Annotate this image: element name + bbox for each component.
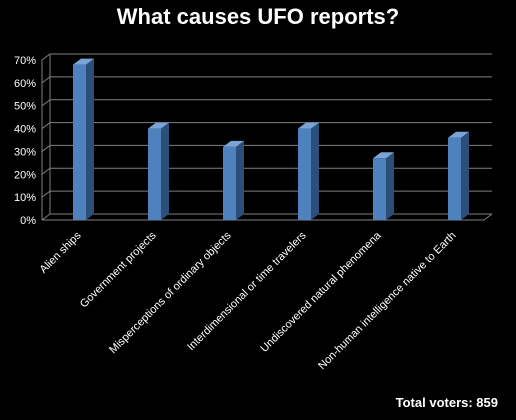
x-axis-diagonal (483, 213, 493, 221)
gridline-diagonal (41, 122, 51, 129)
gridline-diagonal (41, 99, 51, 107)
gridline-diagonal (41, 167, 51, 175)
bar (298, 122, 319, 220)
bar (373, 152, 394, 220)
bar-top (148, 122, 169, 129)
bar (223, 140, 244, 220)
bars-layer (73, 58, 469, 221)
bar-front (148, 128, 161, 220)
x-tick-label: Government projects (78, 229, 159, 310)
bar-side (461, 131, 469, 220)
bar-front (373, 158, 386, 220)
x-tick-label: Interdimensional or time travelers (185, 229, 309, 353)
bar (73, 58, 94, 221)
bar-front (298, 128, 311, 220)
gridline-diagonal (41, 145, 51, 152)
bar-top (223, 140, 244, 147)
total-voters-label: Total voters: 859 (395, 395, 498, 410)
y-tick-label: 10% (14, 192, 36, 204)
gridline-diagonal (41, 76, 51, 84)
bar-front (73, 64, 86, 220)
bar-front (448, 137, 461, 220)
grid-layer (41, 53, 493, 221)
bar-side (236, 140, 244, 220)
y-tick-label: 60% (14, 78, 36, 90)
y-tick-label: 70% (14, 55, 36, 67)
y-tick-label: 20% (14, 169, 36, 181)
gridline-diagonal (41, 213, 51, 221)
y-tick-label: 0% (20, 215, 36, 227)
gridline-diagonal (41, 53, 51, 61)
bar-top (73, 58, 94, 65)
bar-side (386, 152, 394, 220)
bar (448, 131, 469, 220)
bar-front (223, 146, 236, 220)
bar-top (448, 131, 469, 138)
x-tick-label: Undiscovered natural phenomena (258, 229, 384, 355)
x-tick-label: Non-human intelligence native to Earth (316, 230, 459, 373)
bar-side (311, 122, 319, 220)
chart-title: What causes UFO reports? (116, 4, 400, 29)
y-tick-label: 40% (14, 124, 36, 136)
bar-top (373, 152, 394, 159)
y-tick-label: 50% (14, 101, 36, 113)
gridline-diagonal (41, 190, 51, 198)
bar-side (161, 122, 169, 220)
y-tick-label: 30% (14, 146, 36, 158)
bar-side (86, 58, 94, 221)
bar (148, 122, 169, 220)
x-tick-label: Alien ships (38, 229, 84, 275)
x-tick-label: Misperceptions of ordinary objects (107, 229, 234, 356)
y-tick-labels: 0% 10% 20% 30% 40% 50% 60% 70% (14, 55, 36, 227)
bar-top (298, 122, 319, 129)
